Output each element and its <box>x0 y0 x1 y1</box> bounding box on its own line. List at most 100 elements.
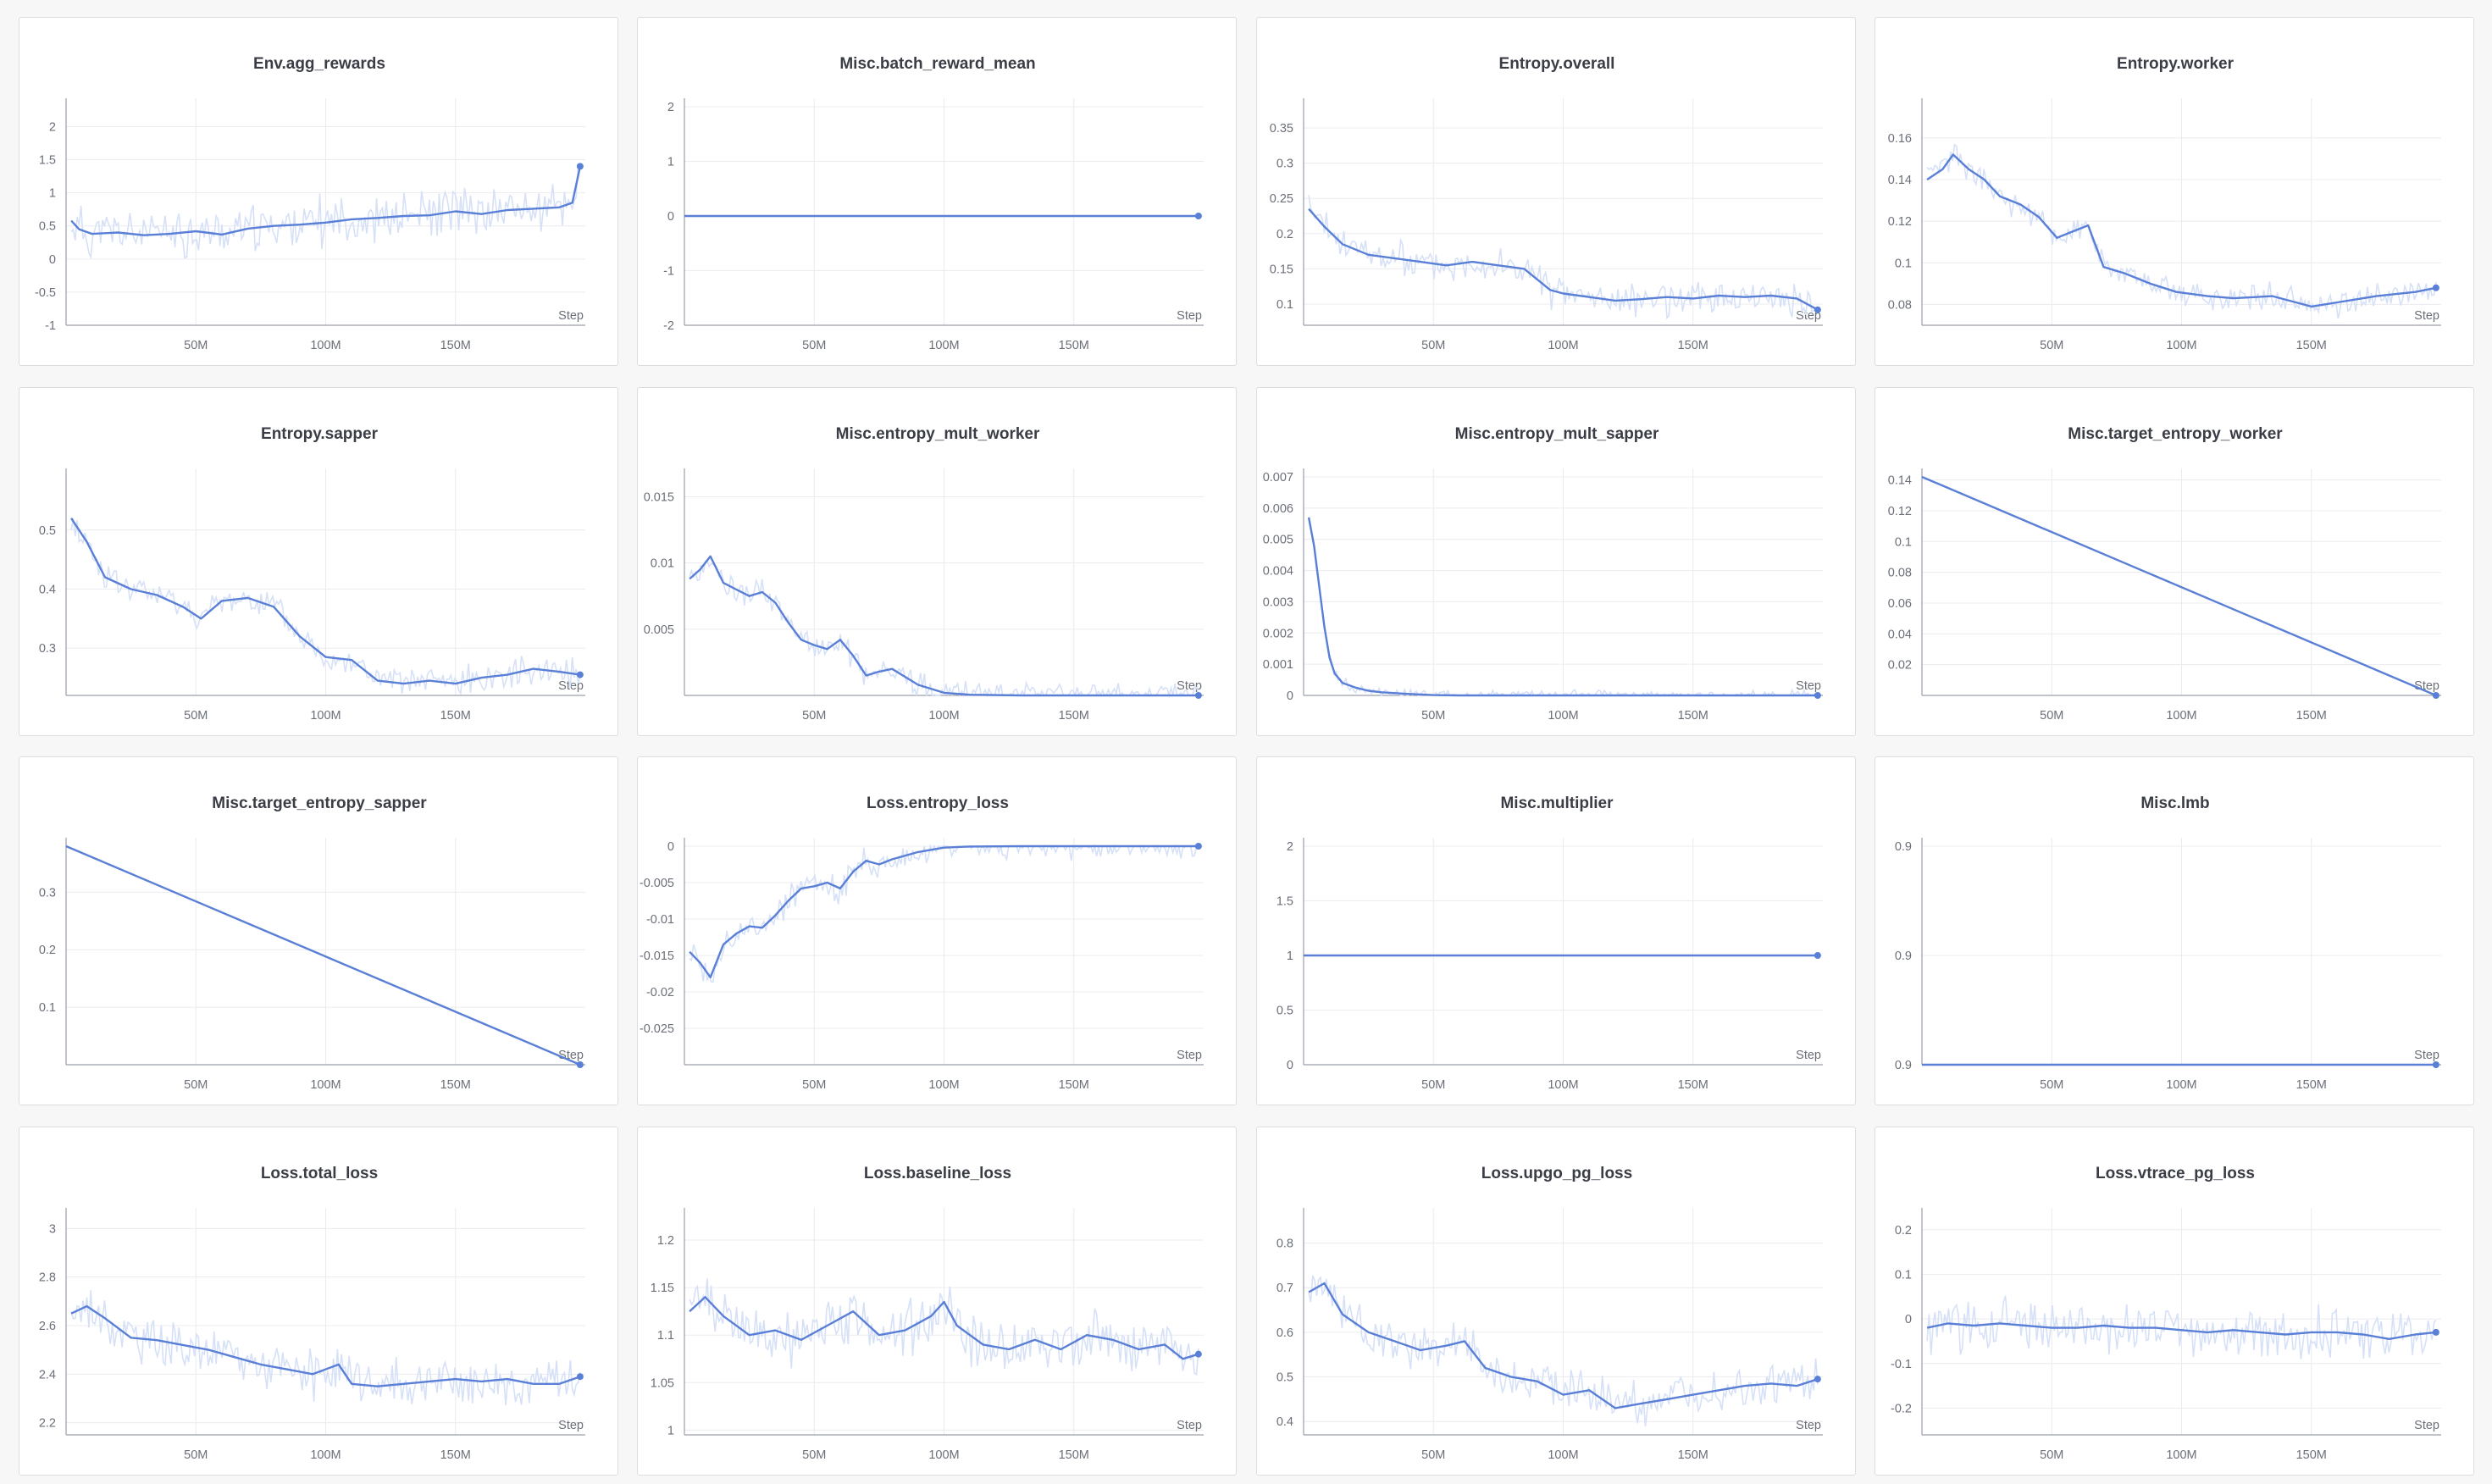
y-tick-label: 1 <box>667 1424 674 1437</box>
series-end-point[interactable] <box>1814 952 1821 959</box>
chart-svg: Entropy.worker 0.16 0.14 0.12 0.1 0.08 50M 100M… <box>1888 55 2441 352</box>
chart-panel[interactable]: Entropy.worker 0.16 0.14 0.12 0.1 0.08 50M 100M… <box>1875 17 2474 366</box>
y-tick-label: -2 <box>663 319 674 333</box>
x-tick-label: 50M <box>802 339 826 352</box>
y-tick-label: -0.005 <box>640 877 674 890</box>
y-tick-label: -0.1 <box>1891 1358 1912 1371</box>
y-tick-label: 0.8 <box>1276 1238 1293 1251</box>
series-end-point[interactable] <box>1814 306 1821 313</box>
chart-title: Misc.multiplier <box>1500 795 1614 812</box>
chart-title: Entropy.worker <box>2117 55 2234 73</box>
x-axis-step-label: Step <box>1177 679 1202 693</box>
x-tick-label: 50M <box>2040 1448 2063 1462</box>
series-end-point[interactable] <box>1814 692 1821 699</box>
series-line <box>689 555 1199 697</box>
y-tick-label: 0.5 <box>39 524 56 538</box>
series-line <box>1308 208 1819 311</box>
x-tick-label: 100M <box>928 1448 959 1462</box>
x-axis-step-label: Step <box>1796 309 1821 323</box>
series-raw-line <box>70 1290 581 1406</box>
series-end-point[interactable] <box>2432 692 2439 699</box>
chart-title: Entropy.sapper <box>261 425 379 443</box>
y-tick-label: 0.08 <box>1888 567 1912 580</box>
x-tick-label: 150M <box>1059 1078 1089 1092</box>
series-end-point[interactable] <box>1194 213 1202 219</box>
x-tick-label: 150M <box>2296 1448 2327 1462</box>
series-end-point[interactable] <box>1194 843 1202 850</box>
x-tick-label: 50M <box>2040 339 2063 352</box>
x-tick-label: 150M <box>2296 709 2327 723</box>
chart-svg: Loss.vtrace_pg_loss 0.2 0.1 0 -0.1 -0.2 50M 100… <box>1891 1165 2441 1462</box>
chart-panel[interactable]: Misc.multiplier 2 1.5 1 0.5 0 50M 100M 150M Step <box>1256 756 1856 1105</box>
chart-panel[interactable]: Misc.entropy_mult_worker 0.015 0.01 0.005 50… <box>637 387 1237 736</box>
series-end-point[interactable] <box>2432 284 2439 291</box>
chart-panel[interactable]: Misc.entropy_mult_sapper 0.007 0.006 0.005 0… <box>1256 387 1856 736</box>
series-end-point[interactable] <box>576 671 584 678</box>
chart-panel[interactable]: Env.agg_rewards 2 1.5 1 0.5 0 -0.5 -1 50M 100M 150… <box>19 17 618 366</box>
series-line <box>1926 153 2437 308</box>
y-tick-label: 0.6 <box>1276 1326 1293 1340</box>
series-end-point[interactable] <box>2432 1061 2439 1068</box>
y-tick-label: -0.02 <box>646 986 674 999</box>
y-tick-label: -0.01 <box>646 913 674 927</box>
x-tick-label: 50M <box>1421 1448 1445 1462</box>
y-tick-label: 0.06 <box>1888 597 1912 611</box>
x-axis-step-label: Step <box>1177 1419 1202 1432</box>
series-end-point[interactable] <box>2432 1328 2439 1336</box>
y-tick-label: 1.15 <box>651 1282 674 1295</box>
y-tick-label: 0.3 <box>39 886 56 900</box>
x-tick-label: 150M <box>1678 1448 1708 1462</box>
chart-panel[interactable]: Loss.total_loss 3 2.8 2.6 2.4 2.2 50M 100M 150M S… <box>19 1127 618 1476</box>
chart-panel[interactable]: Misc.batch_reward_mean 2 1 0 -1 -2 50M 100M 150M… <box>637 17 1237 366</box>
y-tick-label: 0.004 <box>1263 565 1293 579</box>
y-tick-label: 1 <box>1287 950 1293 963</box>
y-tick-label: 1 <box>49 187 56 201</box>
x-axis-step-label: Step <box>1796 679 1821 693</box>
y-tick-label: 2.6 <box>39 1320 56 1333</box>
chart-title: Loss.vtrace_pg_loss <box>2096 1165 2255 1182</box>
chart-title: Misc.target_entropy_sapper <box>212 795 427 812</box>
x-tick-label: 150M <box>440 1078 471 1092</box>
series-end-point[interactable] <box>576 1061 584 1068</box>
chart-panel[interactable]: Entropy.overall 0.35 0.3 0.25 0.2 0.15 0.1 50M 1… <box>1256 17 1856 366</box>
y-tick-label: 0.4 <box>39 583 56 596</box>
chart-title: Misc.batch_reward_mean <box>839 55 1035 73</box>
x-tick-label: 50M <box>184 339 208 352</box>
chart-svg: Misc.batch_reward_mean 2 1 0 -1 -2 50M 100M 150M… <box>663 55 1204 352</box>
chart-panel[interactable]: Loss.entropy_loss 0 -0.005 -0.01 -0.015 -0.02… <box>637 756 1237 1105</box>
y-tick-label: 0.02 <box>1888 659 1912 673</box>
chart-panel[interactable]: Misc.target_entropy_worker 0.14 0.12 0.1 0.0… <box>1875 387 2474 736</box>
series-end-point[interactable] <box>1814 1376 1821 1383</box>
x-axis-step-label: Step <box>1177 309 1202 323</box>
chart-panel[interactable]: Loss.upgo_pg_loss 0.8 0.7 0.6 0.5 0.4 50M 100M 1… <box>1256 1127 1856 1476</box>
y-tick-label: -0.015 <box>640 950 674 963</box>
y-tick-label: 0.003 <box>1263 595 1293 609</box>
y-tick-label: -1 <box>663 265 674 279</box>
chart-title: Misc.entropy_mult_sapper <box>1455 425 1659 443</box>
y-tick-label: 2.4 <box>39 1368 56 1382</box>
series-end-point[interactable] <box>576 1373 584 1381</box>
y-tick-label: 0.002 <box>1263 627 1293 640</box>
series-end-point[interactable] <box>576 163 584 170</box>
series-end-point[interactable] <box>1194 1350 1202 1358</box>
y-tick-label: 0.3 <box>39 642 56 656</box>
x-tick-label: 100M <box>928 1078 959 1092</box>
series-end-point[interactable] <box>1194 692 1202 699</box>
x-tick-label: 50M <box>802 1078 826 1092</box>
y-tick-label: 0 <box>1905 1313 1912 1326</box>
chart-panel[interactable]: Loss.baseline_loss 1.2 1.15 1.1 1.05 1 50M 100M… <box>637 1127 1237 1476</box>
x-tick-label: 50M <box>2040 709 2063 723</box>
chart-panel[interactable]: Misc.target_entropy_sapper 0.3 0.2 0.1 50M 10… <box>19 756 618 1105</box>
x-tick-label: 50M <box>1421 709 1445 723</box>
x-axis-step-label: Step <box>2414 309 2439 323</box>
chart-panel[interactable]: Entropy.sapper 0.5 0.4 0.3 50M 100M 150M Step <box>19 387 618 736</box>
chart-title: Loss.upgo_pg_loss <box>1481 1165 1632 1182</box>
y-tick-label: 0.1 <box>1895 1268 1912 1282</box>
x-axis-step-label: Step <box>2414 1049 2439 1062</box>
chart-svg: Misc.lmb 0.9 0.9 0.9 50M 100M 150M Step <box>1895 795 2441 1092</box>
chart-panel[interactable]: Loss.vtrace_pg_loss 0.2 0.1 0 -0.1 -0.2 50M 100… <box>1875 1127 2474 1476</box>
x-tick-label: 150M <box>440 709 471 723</box>
y-tick-label: 0 <box>667 840 674 854</box>
chart-panel[interactable]: Misc.lmb 0.9 0.9 0.9 50M 100M 150M Step <box>1875 756 2474 1105</box>
